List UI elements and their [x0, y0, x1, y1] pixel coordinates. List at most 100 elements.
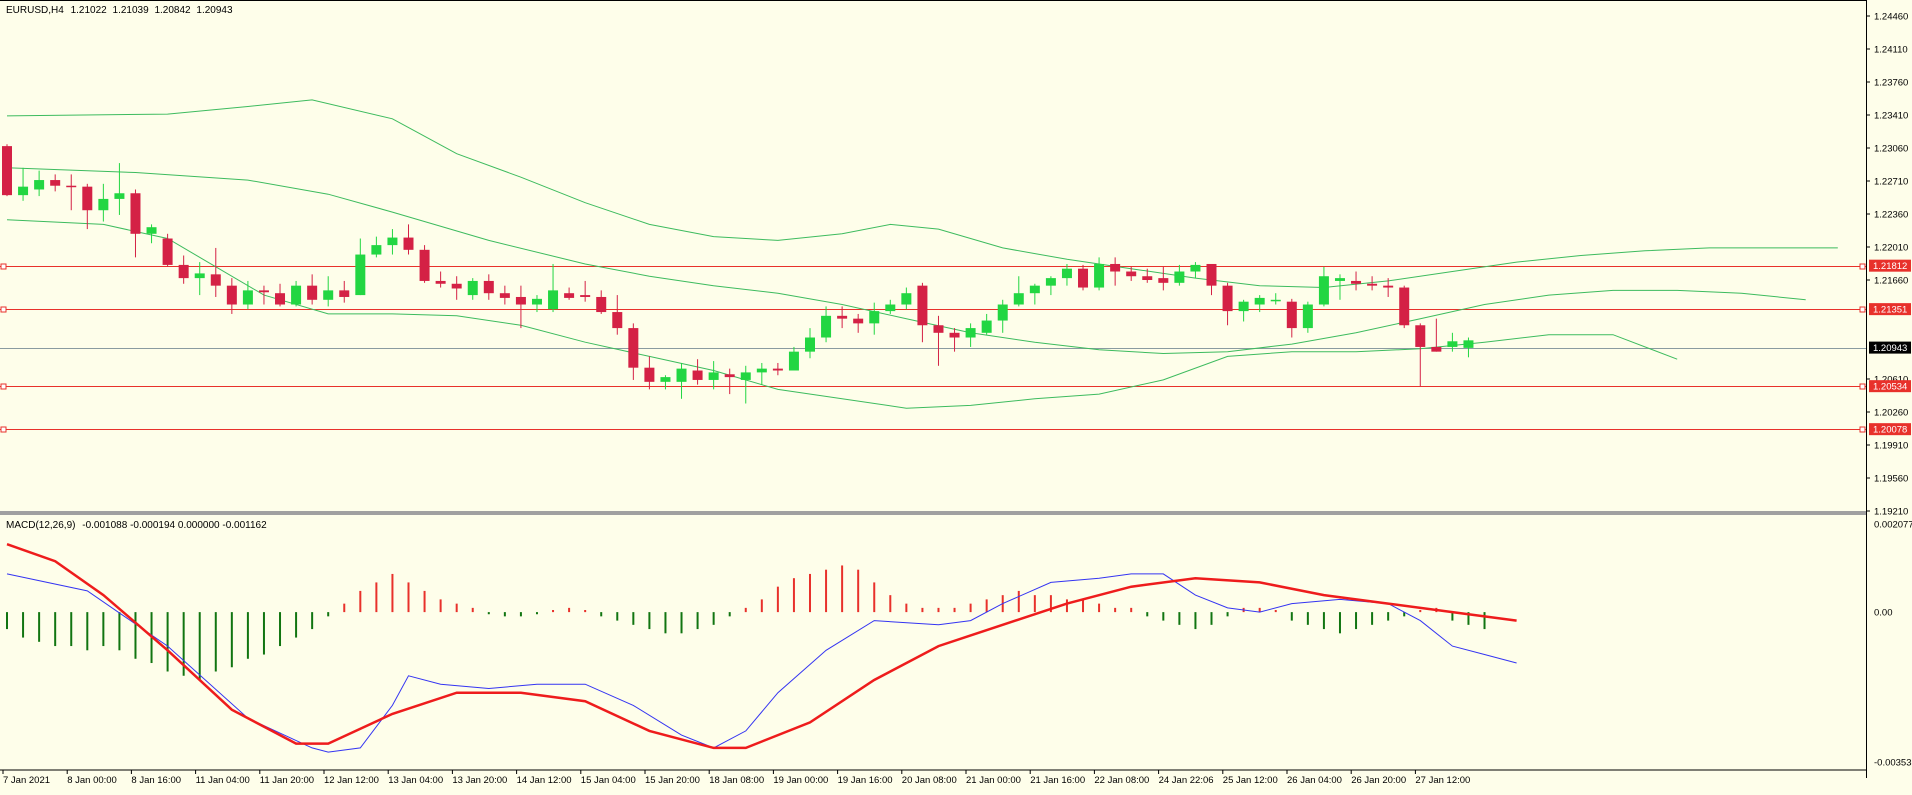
candle-body	[435, 280, 446, 284]
macd-main-line	[6, 573, 1517, 753]
candle-body	[612, 312, 623, 329]
candle-body	[162, 238, 173, 265]
price-tick-label: 1.23760	[1874, 78, 1908, 89]
time-tick-label: 19 Jan 00:00	[773, 775, 828, 786]
candle-body	[1351, 280, 1362, 284]
candle-body	[997, 304, 1008, 321]
candle-body	[114, 193, 125, 199]
candle-body	[933, 325, 944, 333]
candle-body	[740, 372, 751, 380]
bollinger-middle	[6, 167, 1806, 355]
candle-body	[676, 368, 687, 382]
candle-body	[387, 237, 398, 246]
candle-body	[258, 290, 269, 293]
macd-values: -0.001088 -0.000194 0.000000 -0.001162	[82, 520, 267, 531]
time-tick-label: 15 Jan 20:00	[645, 775, 700, 786]
hline-anchor-right	[1859, 263, 1866, 270]
candle-body	[1126, 271, 1137, 277]
time-tick-label: 22 Jan 08:00	[1094, 775, 1149, 786]
candle-body	[66, 185, 77, 188]
candle-body	[692, 370, 703, 380]
candle-body	[307, 285, 318, 300]
time-tick-label: 7 Jan 2021	[3, 775, 50, 786]
price-tick-label: 1.20260	[1874, 408, 1908, 419]
time-tick-label: 27 Jan 12:00	[1415, 775, 1470, 786]
hline-anchor-left	[0, 263, 7, 270]
time-tick-label: 19 Jan 16:00	[838, 775, 893, 786]
price-tick-label: 1.23410	[1874, 111, 1908, 122]
candle-body	[483, 280, 494, 294]
candle-body	[1463, 340, 1474, 348]
candle-body	[869, 311, 880, 324]
candle-body	[194, 273, 205, 279]
high-value: 1.21039	[113, 5, 150, 16]
candle-body	[580, 295, 591, 297]
candle-body	[628, 328, 639, 368]
price-tick-label: 1.22710	[1874, 177, 1908, 188]
price-tag	[1869, 341, 1911, 354]
candle-body	[18, 186, 29, 196]
hline-anchor-right	[1859, 306, 1866, 313]
price-tag-label: 1.21812	[1873, 261, 1907, 272]
time-tick-label: 21 Jan 16:00	[1030, 775, 1085, 786]
price-tick-label: 1.24110	[1874, 45, 1908, 56]
candle-body	[1318, 276, 1329, 305]
candle-body	[1158, 278, 1169, 283]
time-tick-label: 11 Jan 20:00	[260, 775, 314, 786]
candle-body	[1174, 271, 1185, 283]
macd-label: MACD(12,26,9)	[6, 520, 75, 531]
price-tag-label: 1.20943	[1873, 343, 1907, 354]
hline-anchor-left	[0, 426, 7, 433]
candle-body	[1270, 299, 1281, 302]
candle-body	[146, 227, 157, 234]
macd-tick-label: 0.002077	[1874, 520, 1912, 531]
candle-body	[210, 274, 221, 286]
time-tick-label: 8 Jan 00:00	[67, 775, 117, 786]
time-tick-label: 24 Jan 22:06	[1159, 775, 1214, 786]
candle-body	[853, 318, 864, 324]
candle-body	[403, 237, 414, 250]
candle-body	[226, 285, 237, 305]
candle-body	[451, 283, 462, 289]
time-tick-label: 11 Jan 04:00	[196, 775, 250, 786]
candle-body	[644, 367, 655, 382]
macd-signal-line	[6, 543, 1517, 750]
candle-body	[275, 293, 286, 305]
candle-body	[917, 285, 928, 326]
time-tick-label: 25 Jan 12:00	[1223, 775, 1278, 786]
candle-body	[1045, 278, 1056, 286]
hline-anchor-left	[0, 383, 7, 390]
price-tick-label: 1.21660	[1874, 276, 1908, 287]
candle-body	[1286, 301, 1297, 329]
bollinger-upper	[6, 99, 1838, 289]
candle-body	[965, 328, 976, 338]
candle-body	[98, 198, 109, 211]
hline-anchor-right	[1859, 426, 1866, 433]
candle-body	[756, 368, 767, 373]
price-tick-label: 1.20610	[1874, 375, 1908, 386]
price-tag-label: 1.20078	[1873, 425, 1907, 436]
low-value: 1.20842	[154, 5, 191, 16]
price-tag	[1869, 380, 1911, 393]
candle-body	[1447, 341, 1458, 347]
candle-body	[708, 372, 719, 380]
candle-body	[50, 180, 61, 186]
candle-body	[981, 320, 992, 333]
candle-body	[1334, 278, 1345, 281]
time-tick-label: 26 Jan 20:00	[1351, 775, 1406, 786]
price-tag	[1869, 303, 1911, 316]
candle-body	[34, 180, 45, 190]
candle-body	[82, 186, 93, 211]
candle-body	[1142, 276, 1153, 280]
candle-body	[2, 146, 12, 196]
hline-anchor-left	[0, 306, 7, 313]
time-tick-label: 15 Jan 04:00	[581, 775, 636, 786]
price-tick-label: 1.19560	[1874, 474, 1908, 485]
candle-body	[1302, 304, 1313, 329]
time-tick-label: 21 Jan 00:00	[966, 775, 1021, 786]
candle-body	[1110, 263, 1121, 272]
candle-body	[291, 285, 302, 305]
candle-body	[1206, 263, 1217, 286]
